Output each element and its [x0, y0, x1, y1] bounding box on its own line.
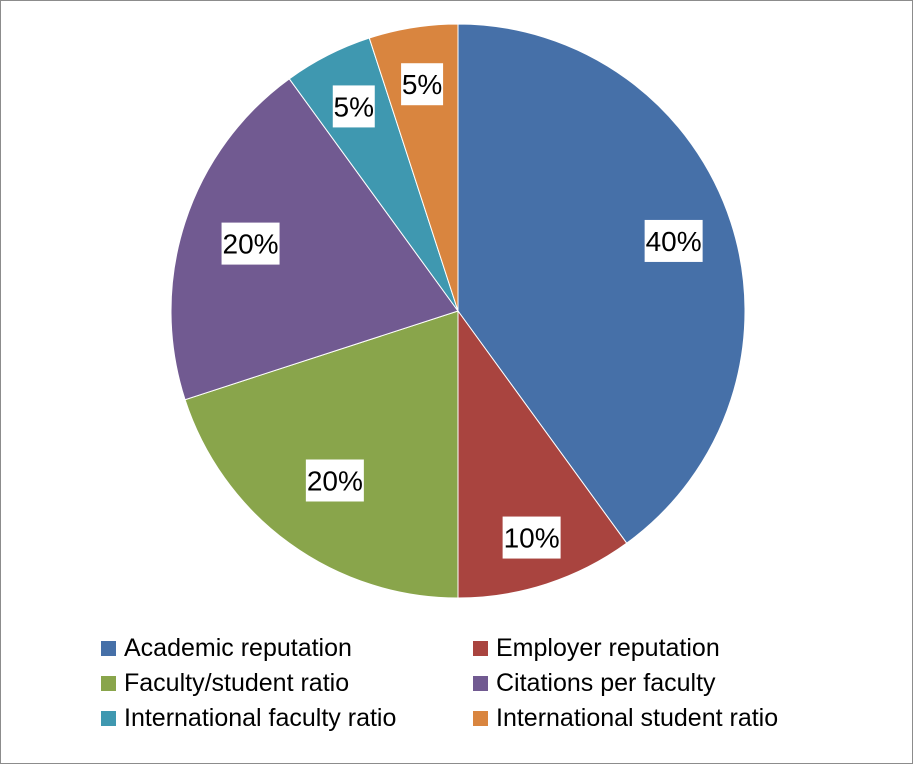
legend-item-international-student-ratio: International student ratio	[473, 701, 833, 736]
legend-swatch	[473, 641, 488, 656]
data-label-group: 10%	[502, 516, 561, 559]
data-label: 10%	[504, 523, 560, 554]
legend-label: Citations per faculty	[496, 669, 716, 697]
data-label: 5%	[334, 91, 374, 122]
data-label-group: 20%	[221, 222, 280, 265]
legend-label: International faculty ratio	[124, 704, 397, 732]
data-label-group: 40%	[644, 219, 703, 262]
pie-slice-citations-per-faculty	[170, 78, 459, 401]
data-label-group: 5%	[401, 63, 444, 106]
data-label: 20%	[307, 465, 363, 496]
data-label-background	[644, 219, 703, 262]
data-label-background	[401, 63, 444, 106]
data-label: 20%	[223, 229, 279, 260]
legend-label: Employer reputation	[496, 634, 720, 662]
legend-label: Academic reputation	[124, 634, 352, 662]
legend-swatch	[473, 676, 488, 691]
legend-swatch	[101, 676, 116, 691]
data-label-background	[305, 459, 364, 502]
pie-slice-academic-reputation	[457, 23, 746, 544]
data-label-group: 5%	[332, 85, 375, 128]
legend-item-citations-per-faculty: Citations per faculty	[473, 666, 833, 701]
data-label: 5%	[402, 69, 442, 100]
data-label: 40%	[646, 226, 702, 257]
data-label-group: 20%	[305, 459, 364, 502]
legend-item-academic-reputation: Academic reputation	[101, 631, 473, 666]
data-label-background	[502, 516, 561, 559]
legend-label: Faculty/student ratio	[124, 669, 350, 697]
pie-chart: 40% 10% 20% 20% 5% 5%	[170, 23, 746, 599]
data-label-background	[221, 222, 280, 265]
pie-slice-faculty-student-ratio	[184, 310, 459, 599]
legend-swatch	[101, 641, 116, 656]
legend-item-employer-reputation: Employer reputation	[473, 631, 833, 666]
legend-swatch	[473, 711, 488, 726]
legend-swatch	[101, 711, 116, 726]
legend-item-international-faculty-ratio: International faculty ratio	[101, 701, 473, 736]
legend: Academic reputation Employer reputation …	[101, 631, 833, 736]
legend-label: International student ratio	[496, 704, 779, 732]
data-label-background	[332, 85, 375, 128]
legend-item-faculty-student-ratio: Faculty/student ratio	[101, 666, 473, 701]
pie-slice-employer-reputation	[457, 309, 628, 599]
